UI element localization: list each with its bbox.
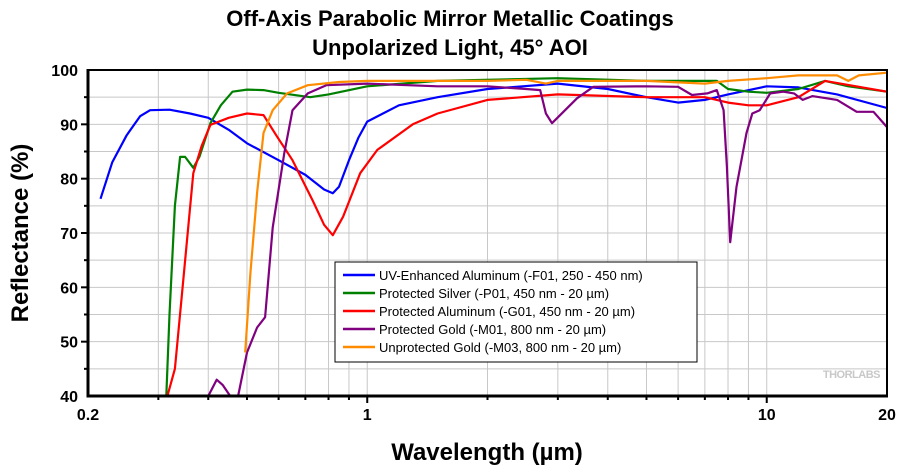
y-tick-label: 40	[60, 389, 78, 406]
series-curves	[99, 71, 888, 398]
series-line-1	[165, 77, 888, 397]
legend: UV-Enhanced Aluminum (-F01, 250 - 450 nm…	[343, 268, 643, 355]
y-tick-label: 70	[60, 226, 78, 243]
series-line-4	[244, 71, 888, 353]
y-tick-label: 50	[60, 335, 78, 352]
thorlabs-watermark: THORLABS	[823, 369, 880, 381]
x-axis-label: Wavelength (µm)	[391, 439, 583, 466]
y-tick-label: 80	[60, 172, 78, 189]
series-line-2	[166, 79, 888, 397]
y-axis-label: Reflectance (%)	[7, 144, 34, 323]
legend-label: Protected Silver (-P01, 450 nm - 20 µm)	[379, 286, 609, 301]
chart-title-line-1: Off-Axis Parabolic Mirror Metallic Coati…	[226, 6, 673, 31]
x-tick-label: 20	[878, 407, 896, 424]
axes: 40 50 60 70 80 90 100 0.2 1 10 20	[51, 63, 896, 424]
series-line-3	[207, 82, 888, 398]
legend-label: Protected Gold (-M01, 800 nm - 20 µm)	[379, 322, 606, 337]
y-tick-label: 90	[60, 117, 78, 134]
legend-box	[334, 261, 698, 363]
series-line-0	[99, 82, 888, 200]
legend-label: Unprotected Gold (-M03, 800 nm - 20 µm)	[379, 340, 621, 355]
legend-label: Protected Aluminum (-G01, 450 nm - 20 µm…	[379, 304, 635, 319]
chart-title-line-2: Unpolarized Light, 45° AOI	[312, 35, 588, 60]
y-tick-label: 100	[51, 63, 78, 80]
x-tick-label: 10	[758, 407, 776, 424]
legend-label: UV-Enhanced Aluminum (-F01, 250 - 450 nm…	[379, 268, 643, 283]
x-tick-label: 1	[363, 407, 372, 424]
y-tick-label: 60	[60, 280, 78, 297]
x-tick-label: 0.2	[77, 407, 99, 424]
